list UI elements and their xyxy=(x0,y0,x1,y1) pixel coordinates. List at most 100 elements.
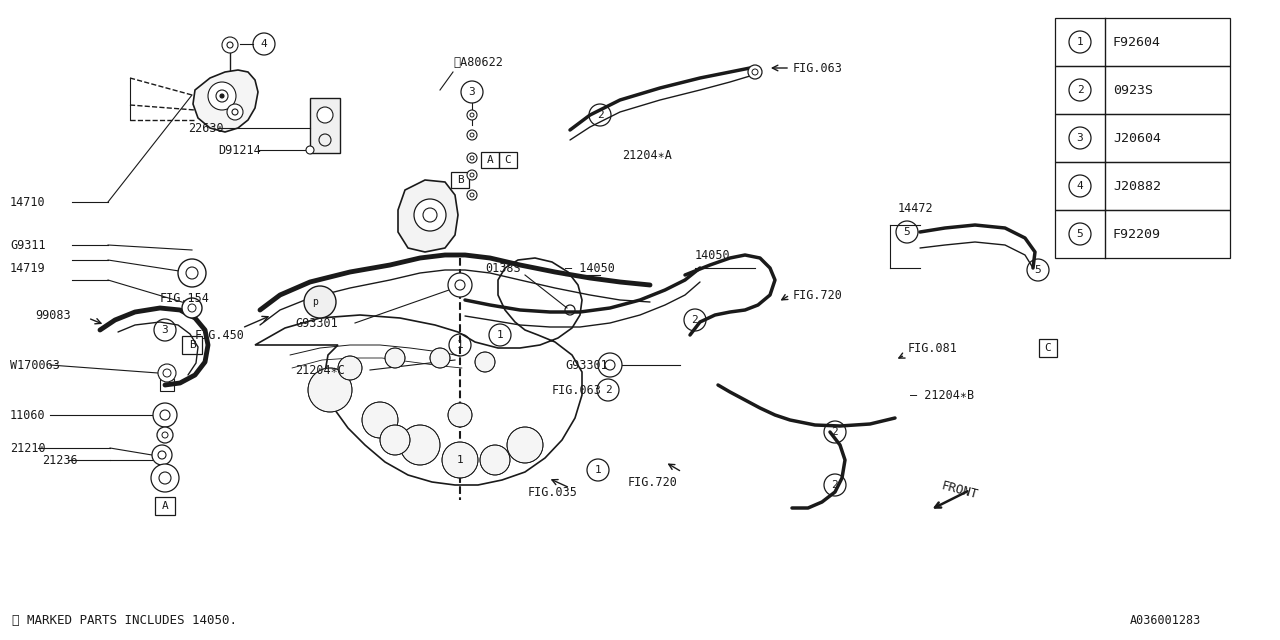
Text: 21204∗A: 21204∗A xyxy=(622,148,672,161)
Text: F92604: F92604 xyxy=(1114,35,1161,49)
Text: 14050: 14050 xyxy=(695,248,731,262)
Text: B: B xyxy=(188,340,196,350)
Text: A: A xyxy=(486,155,493,165)
Text: A: A xyxy=(161,501,169,511)
Bar xyxy=(451,172,468,188)
Text: 4: 4 xyxy=(1076,181,1083,191)
Circle shape xyxy=(154,403,177,427)
Text: 0138S: 0138S xyxy=(485,262,521,275)
Text: 1: 1 xyxy=(457,455,463,465)
Bar xyxy=(1055,162,1230,210)
Text: 5: 5 xyxy=(904,227,910,237)
Text: ※A80622: ※A80622 xyxy=(453,56,503,68)
Circle shape xyxy=(227,104,243,120)
Circle shape xyxy=(178,259,206,287)
Text: 2: 2 xyxy=(832,427,838,437)
Text: G9311: G9311 xyxy=(10,239,46,252)
Circle shape xyxy=(467,110,477,120)
Circle shape xyxy=(448,273,472,297)
Text: J20604: J20604 xyxy=(1114,131,1161,145)
Text: — 14050: — 14050 xyxy=(564,262,614,275)
Bar xyxy=(155,497,175,515)
Text: A036001283: A036001283 xyxy=(1130,614,1201,627)
Circle shape xyxy=(442,442,477,478)
Text: FIG.450: FIG.450 xyxy=(195,328,244,342)
Text: 1: 1 xyxy=(457,340,463,350)
Circle shape xyxy=(467,153,477,163)
Text: 14472: 14472 xyxy=(899,202,933,214)
Bar xyxy=(310,98,340,153)
Text: 99083: 99083 xyxy=(35,308,70,321)
Circle shape xyxy=(362,402,398,438)
Bar xyxy=(499,152,517,168)
Text: 2: 2 xyxy=(596,110,603,120)
Circle shape xyxy=(338,356,362,380)
Bar xyxy=(1055,114,1230,162)
Circle shape xyxy=(305,286,335,318)
Text: FIG.720: FIG.720 xyxy=(794,289,842,301)
Bar xyxy=(1055,66,1230,114)
Text: 3: 3 xyxy=(468,87,475,97)
Text: C: C xyxy=(1044,343,1051,353)
Text: D91214: D91214 xyxy=(218,143,261,157)
Circle shape xyxy=(221,37,238,53)
Text: G93301: G93301 xyxy=(564,358,608,371)
Circle shape xyxy=(399,425,440,465)
Circle shape xyxy=(385,348,404,368)
Circle shape xyxy=(182,298,202,318)
Text: FRONT: FRONT xyxy=(940,479,979,501)
Text: J20882: J20882 xyxy=(1114,179,1161,193)
Text: 21210: 21210 xyxy=(10,442,46,454)
Text: 3: 3 xyxy=(161,325,169,335)
Bar xyxy=(182,336,202,354)
Circle shape xyxy=(413,199,445,231)
Text: FIG.063: FIG.063 xyxy=(552,383,602,397)
Circle shape xyxy=(430,348,451,368)
Circle shape xyxy=(317,107,333,123)
Text: 2: 2 xyxy=(604,385,612,395)
Text: 4: 4 xyxy=(261,39,268,49)
Text: p: p xyxy=(312,297,317,307)
Text: 22630: 22630 xyxy=(188,122,224,134)
Text: FIG.081: FIG.081 xyxy=(908,342,957,355)
Circle shape xyxy=(475,352,495,372)
Circle shape xyxy=(467,170,477,180)
Text: 5: 5 xyxy=(1076,229,1083,239)
Circle shape xyxy=(448,403,472,427)
Text: 2: 2 xyxy=(691,315,699,325)
Text: — 21204∗B: — 21204∗B xyxy=(910,388,974,401)
Bar xyxy=(160,379,174,391)
Text: 5: 5 xyxy=(1034,265,1042,275)
Text: 11060: 11060 xyxy=(10,408,46,422)
Text: 21236: 21236 xyxy=(42,454,78,467)
Bar xyxy=(1055,210,1230,258)
Text: 0923S: 0923S xyxy=(1114,83,1153,97)
Text: FIG.063: FIG.063 xyxy=(794,61,842,74)
Text: W170063: W170063 xyxy=(10,358,60,371)
Text: B: B xyxy=(457,175,463,185)
Circle shape xyxy=(306,146,314,154)
Text: 1: 1 xyxy=(595,465,602,475)
Circle shape xyxy=(598,353,622,377)
Bar xyxy=(1055,18,1230,66)
Text: 1: 1 xyxy=(497,330,503,340)
Polygon shape xyxy=(193,70,259,132)
Text: G93301: G93301 xyxy=(294,317,338,330)
Bar xyxy=(1039,339,1057,357)
Bar xyxy=(481,152,499,168)
Text: FIG.154: FIG.154 xyxy=(160,291,210,305)
Circle shape xyxy=(220,94,224,98)
Text: ※ MARKED PARTS INCLUDES 14050.: ※ MARKED PARTS INCLUDES 14050. xyxy=(12,614,237,627)
Text: 14710: 14710 xyxy=(10,195,46,209)
Circle shape xyxy=(748,65,762,79)
Text: FIG.720: FIG.720 xyxy=(628,476,678,488)
Circle shape xyxy=(380,425,410,455)
Circle shape xyxy=(467,130,477,140)
Text: 1: 1 xyxy=(1076,37,1083,47)
Circle shape xyxy=(152,445,172,465)
Circle shape xyxy=(308,368,352,412)
Circle shape xyxy=(157,364,177,382)
Text: 21204∗C: 21204∗C xyxy=(294,364,344,376)
Circle shape xyxy=(151,464,179,492)
Circle shape xyxy=(507,427,543,463)
